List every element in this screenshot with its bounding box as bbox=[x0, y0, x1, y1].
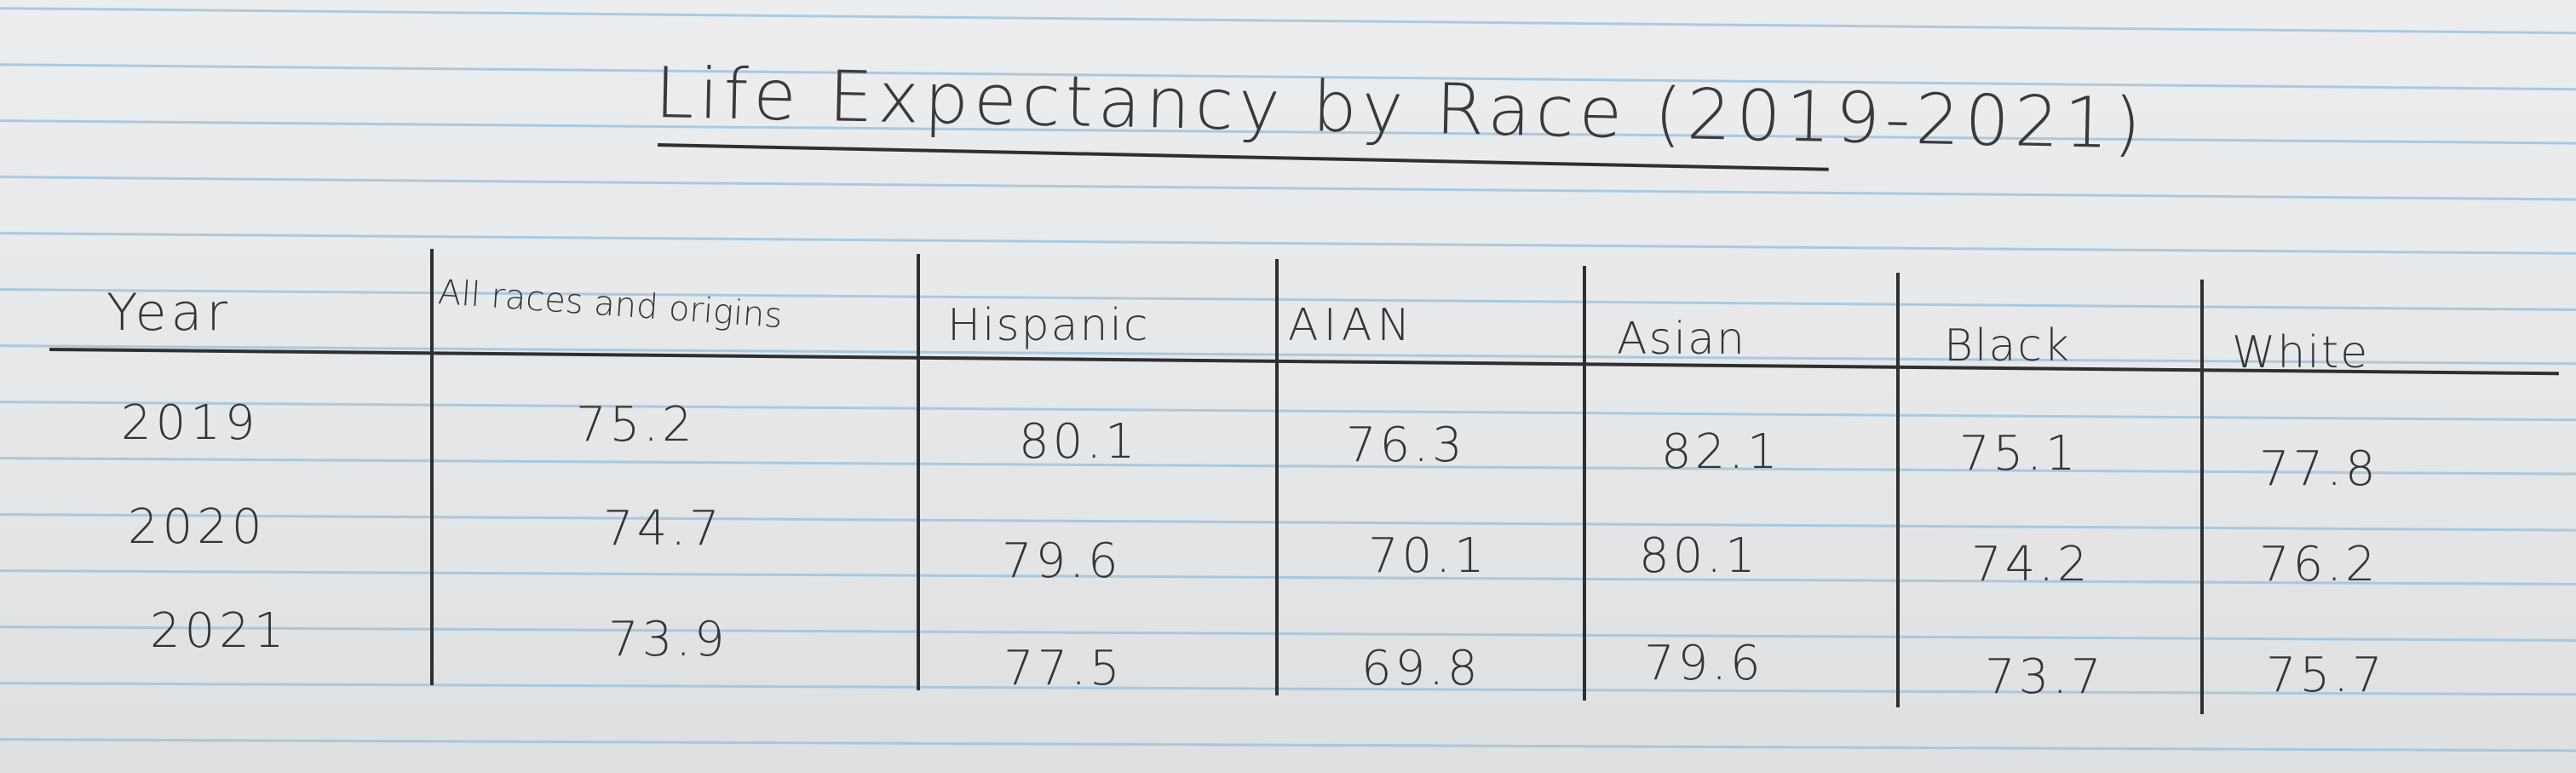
ruled-line bbox=[0, 232, 2576, 256]
header-white: White bbox=[2232, 327, 2370, 378]
ruled-line bbox=[0, 176, 2576, 201]
table-cell: 79.6 bbox=[1002, 534, 1122, 589]
table-cell: 80.1 bbox=[1019, 414, 1139, 470]
table-row-year: 2021 bbox=[150, 603, 289, 659]
table-cell: 77.8 bbox=[2259, 441, 2379, 497]
table-cell: 79.6 bbox=[1644, 636, 1764, 691]
table-cell: 73.9 bbox=[608, 612, 728, 667]
column-divider bbox=[1896, 273, 1900, 707]
column-divider bbox=[1275, 259, 1279, 695]
column-divider bbox=[917, 254, 920, 690]
header-black: Black bbox=[1944, 320, 2072, 372]
table-row-year: 2019 bbox=[121, 395, 260, 451]
header-asian: Asian bbox=[1617, 314, 1746, 365]
table-cell: 73.7 bbox=[1985, 649, 2105, 705]
table-cell: 77.5 bbox=[1003, 641, 1124, 696]
table-cell: 74.2 bbox=[1971, 537, 2091, 592]
table-cell: 80.1 bbox=[1639, 528, 1759, 584]
table-row-year: 2020 bbox=[128, 499, 267, 555]
table-cell: 76.2 bbox=[2259, 537, 2379, 592]
table-cell: 75.7 bbox=[2266, 648, 2386, 703]
table-cell: 82.1 bbox=[1661, 424, 1781, 480]
ruled-line bbox=[0, 626, 2576, 643]
column-divider bbox=[1583, 266, 1586, 701]
ruled-line bbox=[0, 457, 2576, 476]
table-cell: 75.1 bbox=[1959, 426, 2079, 482]
column-divider bbox=[430, 249, 434, 685]
ruled-line bbox=[0, 7, 2576, 35]
header-year: Year bbox=[106, 283, 233, 343]
header-all-races: All races and origins bbox=[436, 273, 784, 337]
column-divider bbox=[2200, 280, 2204, 714]
table-cell: 70.1 bbox=[1368, 528, 1488, 584]
ruled-line bbox=[0, 738, 2576, 753]
table-cell: 75.2 bbox=[576, 397, 696, 453]
ruled-line bbox=[0, 569, 2576, 586]
table-cell: 76.3 bbox=[1346, 418, 1466, 473]
table-cell: 69.8 bbox=[1361, 641, 1481, 696]
ruled-line bbox=[0, 682, 2576, 696]
table-cell: 74.7 bbox=[603, 501, 723, 557]
ruled-line bbox=[0, 513, 2576, 532]
header-aian: AIAN bbox=[1288, 300, 1416, 351]
header-hispanic: Hispanic bbox=[947, 300, 1150, 351]
ruled-line bbox=[0, 401, 2576, 422]
